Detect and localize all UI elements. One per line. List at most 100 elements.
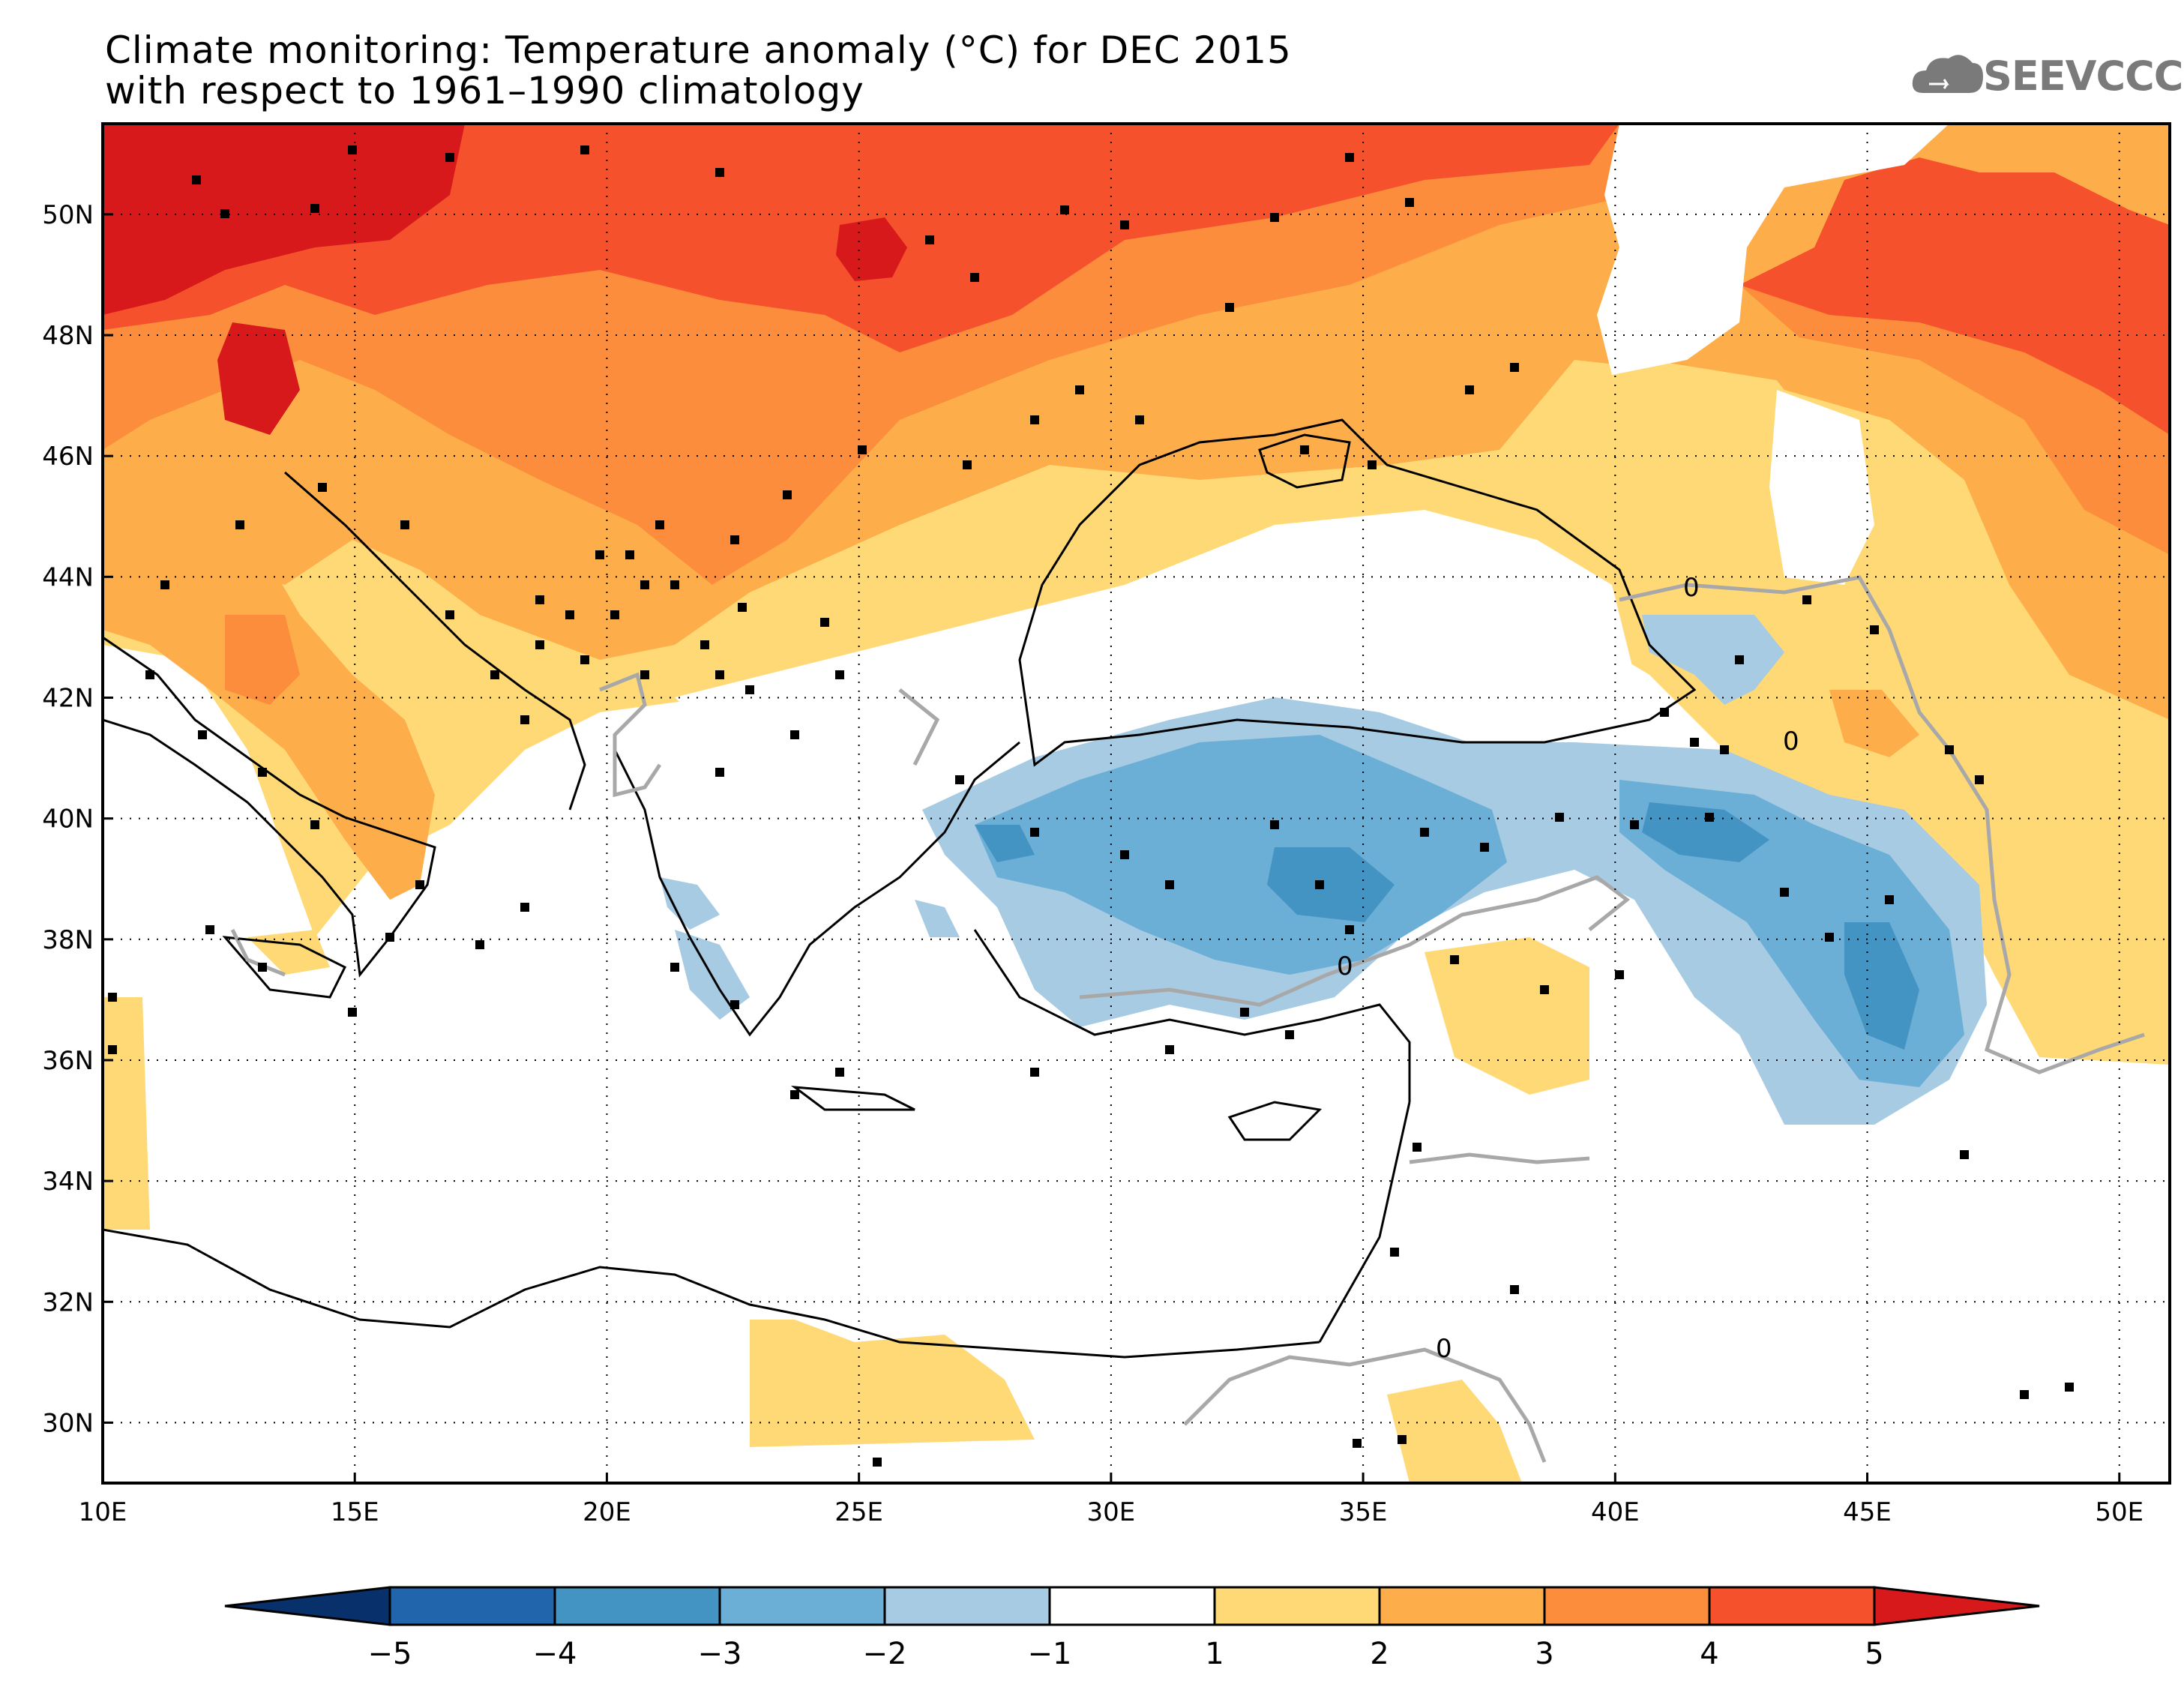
station-marker — [1615, 970, 1624, 979]
colorbar-label: −2 — [863, 1637, 907, 1671]
station-marker — [1030, 1068, 1039, 1077]
station-marker — [715, 168, 724, 177]
y-tick-label: 34N — [42, 1167, 94, 1197]
station-marker — [783, 490, 792, 499]
colorbar-box — [1708, 1586, 1876, 1626]
zero-contour-sicily — [230, 928, 286, 977]
y-tick-label: 50N — [42, 200, 94, 230]
near-zero-area-east — [1769, 390, 1874, 585]
x-tick-label: 20E — [583, 1497, 631, 1527]
black-sea-coast — [1018, 418, 1697, 767]
station-marker — [490, 670, 499, 679]
station-marker — [108, 1045, 117, 1054]
colorbar-label: 4 — [1700, 1637, 1718, 1671]
station-marker — [205, 925, 214, 934]
zero-contour-east — [1619, 575, 2145, 1074]
station-marker — [1780, 888, 1789, 897]
station-marker — [1030, 415, 1039, 424]
map-title-line2: with respect to 1961–1990 climatology — [105, 69, 864, 112]
station-marker — [1960, 1150, 1969, 1159]
station-marker — [580, 145, 589, 154]
x-tick-label: 25E — [834, 1497, 883, 1527]
station-marker — [258, 768, 267, 777]
crete-coast — [790, 1086, 915, 1111]
colorbar-label: −3 — [698, 1637, 742, 1671]
station-marker — [1405, 198, 1414, 207]
station-marker — [1315, 880, 1324, 889]
station-marker — [655, 520, 664, 529]
station-marker — [730, 535, 739, 544]
station-marker — [1030, 828, 1039, 837]
x-axis-ticks: 10E 15E 20E 25E 30E 35E 40E 45E 50E — [79, 1473, 2144, 1527]
station-marker — [1060, 205, 1069, 214]
station-marker — [318, 483, 327, 492]
station-marker — [745, 685, 754, 694]
station-marker — [415, 880, 424, 889]
station-marker — [400, 520, 409, 529]
station-marker — [1975, 775, 1984, 784]
station-marker — [1720, 745, 1729, 754]
zero-contour-greece — [599, 672, 662, 798]
station-marker — [1870, 625, 1879, 634]
station-marker — [670, 963, 679, 972]
station-marker — [565, 610, 574, 619]
station-marker — [258, 963, 267, 972]
station-marker — [445, 610, 454, 619]
colorbar-box — [553, 1586, 721, 1626]
x-tick-label: 15E — [331, 1497, 379, 1527]
y-tick-label: 48N — [42, 321, 94, 351]
y-axis-ticks: 30N 32N 34N 36N 38N 40N 42N 44N 46N 48N 50N — [42, 200, 113, 1438]
greece-coast — [613, 741, 1020, 1037]
station-marker — [580, 655, 589, 664]
station-marker — [1465, 385, 1474, 394]
anomaly-cold-caucasus — [1642, 615, 1784, 705]
levant-coast — [1318, 1101, 1411, 1343]
station-marker — [1413, 1143, 1422, 1152]
station-marker — [715, 768, 724, 777]
station-marker — [1420, 828, 1429, 837]
x-tick-label: 35E — [1339, 1497, 1388, 1527]
station-marker — [1945, 745, 1954, 754]
station-marker — [1510, 1285, 1519, 1294]
station-marker — [925, 235, 934, 244]
station-marker — [790, 1090, 799, 1099]
station-marker — [1165, 1045, 1174, 1054]
station-marker — [610, 610, 619, 619]
sicily-coast — [222, 936, 347, 999]
colorbar-box — [1378, 1586, 1546, 1626]
station-marker — [385, 933, 394, 942]
station-marker — [1300, 445, 1309, 454]
colorbar-label: 5 — [1865, 1637, 1883, 1671]
station-marker — [445, 153, 454, 162]
station-marker — [192, 175, 201, 184]
crimea-coast — [1258, 433, 1351, 489]
anomaly-gt5-romania — [836, 217, 907, 281]
anomaly-warm-jordan — [1387, 1380, 1522, 1483]
near-zero-area-central — [675, 510, 1634, 735]
station-marker — [1353, 1439, 1362, 1448]
station-marker — [1450, 955, 1459, 964]
station-marker — [1165, 880, 1174, 889]
colorbar-box — [883, 1586, 1051, 1626]
colorbar-box — [388, 1586, 556, 1626]
station-marker — [520, 715, 529, 724]
station-marker — [835, 670, 844, 679]
station-marker — [790, 730, 799, 739]
station-marker — [2020, 1390, 2029, 1399]
y-tick-label: 46N — [42, 442, 94, 472]
station-marker — [1540, 985, 1549, 994]
colorbar-box — [1543, 1586, 1711, 1626]
station-marker — [235, 520, 244, 529]
colorbar-label: 3 — [1535, 1637, 1553, 1671]
station-marker — [1825, 933, 1834, 942]
station-marker — [835, 1068, 844, 1077]
station-marker — [1345, 153, 1354, 162]
zero-contour-central — [898, 688, 1631, 1007]
station-marker — [1270, 820, 1279, 829]
station-marker — [730, 1000, 739, 1009]
no-data-area-ne — [1597, 124, 1949, 375]
station-marker — [858, 445, 867, 454]
contour-label-zero-2: 0 — [1683, 573, 1700, 603]
station-marker — [1270, 213, 1279, 222]
